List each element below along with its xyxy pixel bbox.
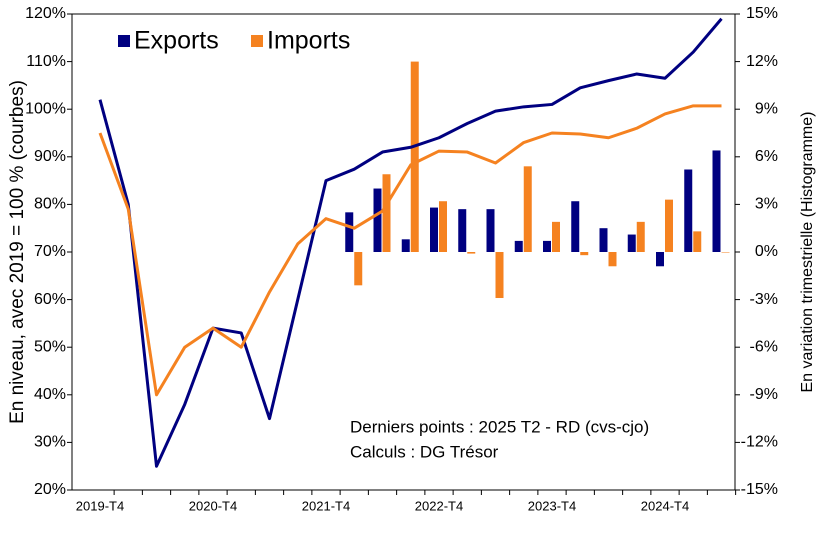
y2-tick-label: 12% (746, 53, 778, 70)
x-tick-label: 2019-T4 (76, 498, 124, 513)
x-tick-label: 2021-T4 (302, 498, 350, 513)
bar (373, 188, 382, 252)
bar (693, 231, 702, 252)
x-tick-label: 2020-T4 (189, 498, 237, 513)
bar (712, 150, 721, 252)
y-tick-label: 50% (34, 338, 66, 355)
bar (458, 209, 467, 252)
x-tick-label: 2022-T4 (415, 498, 463, 513)
bar (627, 234, 636, 252)
line (98, 104, 722, 397)
bar (495, 252, 504, 299)
bar (410, 61, 419, 252)
y-tick-label: 60% (34, 291, 66, 308)
bar (571, 201, 580, 252)
y-tick-label: 20% (34, 481, 66, 498)
y2-tick-label: 9% (755, 100, 778, 117)
y-axis-label: En niveau, avec 2019 = 100 % (courbes) (7, 80, 28, 424)
annotation: Calculs : DG Trésor (350, 442, 499, 461)
bar (486, 209, 495, 252)
bar (599, 228, 608, 252)
y2-tick-label: 0% (755, 243, 778, 260)
annotation: Derniers points : 2025 T2 - RD (cvs-cjo) (350, 417, 649, 436)
bar (514, 240, 523, 252)
y-tick-label: 30% (34, 434, 66, 451)
y2-tick-label: 3% (755, 196, 778, 213)
bar (439, 201, 447, 252)
y2-tick-label: -6% (750, 338, 778, 355)
y2-axis-label: En variation trimestrielle (Histogramme) (799, 112, 816, 393)
x-tick-label: 2024-T4 (641, 498, 689, 513)
bar (467, 252, 476, 254)
bar (382, 174, 391, 252)
bar (345, 212, 354, 252)
bar (608, 252, 617, 267)
legend-label: Imports (267, 27, 350, 55)
bar (656, 252, 664, 267)
y2-tick-label: 6% (755, 148, 778, 165)
y2-tick-label: -15% (741, 481, 778, 498)
bar (636, 221, 645, 252)
bar (543, 240, 551, 252)
legend-swatch (251, 35, 263, 47)
bar (401, 239, 410, 252)
y2-tick-label: -3% (750, 291, 778, 308)
y-tick-label: 70% (34, 243, 66, 260)
bar (721, 252, 730, 253)
bar (665, 199, 673, 252)
bar (684, 169, 693, 252)
bar (354, 252, 363, 286)
y-tick-label: 40% (34, 386, 66, 403)
y-tick-label: 80% (34, 196, 66, 213)
y2-tick-label: -12% (741, 434, 778, 451)
y-tick-label: 110% (26, 53, 66, 70)
legend-label: Exports (134, 27, 219, 55)
bar (552, 221, 560, 252)
line (98, 17, 723, 468)
y-tick-label: 120% (25, 5, 66, 22)
y-tick-label: 100% (25, 100, 66, 117)
legend-swatch (118, 35, 130, 47)
bar (430, 207, 438, 252)
bar (523, 166, 532, 252)
bar (580, 252, 589, 256)
y2-tick-label: 15% (746, 5, 778, 22)
y-tick-label: 90% (34, 148, 66, 165)
x-tick-label: 2023-T4 (528, 498, 576, 513)
y2-tick-label: -9% (750, 386, 778, 403)
